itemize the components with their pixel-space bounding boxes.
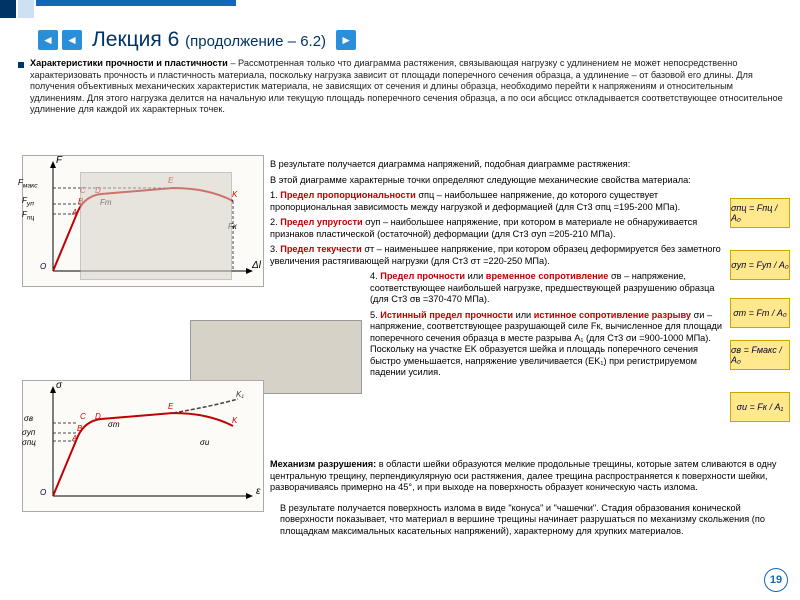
specimen-photo-1 (80, 172, 232, 280)
r-p3: 3. Предел текучести σт – наименьшее напр… (270, 244, 722, 267)
mech-p2: В результате получается поверхность изло… (270, 503, 788, 538)
right-column: В результате получается диаграмма напряж… (270, 155, 722, 383)
header-accent (0, 0, 260, 18)
prev-button[interactable]: ◄ (38, 30, 58, 50)
chart1-K: K (232, 190, 237, 199)
bullet-icon (18, 62, 24, 68)
formula-5: σи = Fк / A₁ (730, 392, 790, 422)
chart1-y-axis: F (56, 155, 62, 166)
next-button[interactable]: ► (336, 30, 356, 50)
chart2-C: C (80, 412, 86, 421)
formula-4: σв = Fмакс / A₀ (730, 340, 790, 370)
chart2-sv: σв (24, 414, 33, 423)
chart2-y-axis: σ (56, 380, 62, 391)
formula-1: σпц = Fпц / A₀ (730, 198, 790, 228)
chart2-spc: σпц (22, 438, 36, 447)
chart2-D: D (95, 412, 101, 421)
chart2-sup: σуп (22, 428, 35, 437)
chart2-E: E (168, 402, 173, 411)
prev-button-2[interactable]: ◄ (62, 30, 82, 50)
chart1-fup: Fуп (22, 196, 34, 208)
title-sub: (продолжение – 6.2) (185, 33, 326, 50)
r-p4: 4. Предел прочности или временное сопрот… (270, 271, 722, 306)
r-p2: 2. Предел упругости σуп – наибольшее нап… (270, 217, 722, 240)
chart1-fmax: Fмакс (18, 178, 38, 190)
chart2-O: O (40, 488, 46, 497)
r-p5: 5. Истинный предел прочности или истинно… (270, 310, 722, 379)
intro-paragraph: Характеристики прочности и пластичности … (30, 58, 788, 116)
page-title: Лекция 6 (продолжение – 6.2) (92, 28, 326, 52)
title-main: Лекция 6 (92, 28, 179, 51)
chart2-si: σи (200, 438, 209, 447)
formula-2: σуп = Fуп / A₀ (730, 250, 790, 280)
title-row: ◄ ◄ Лекция 6 (продолжение – 6.2) ► (36, 28, 358, 52)
formula-3: σт = Fт / A₀ (730, 298, 790, 328)
r-intro2: В этой диаграмме характерные точки опред… (270, 175, 722, 187)
intro-bold: Характеристики прочности и пластичности (30, 58, 228, 68)
chart2-K: K (232, 416, 237, 425)
chart2-x-axis: ε (256, 486, 260, 497)
stress-strain-chart (22, 380, 264, 512)
mechanism-block: Механизм разрушения: в области шейки обр… (270, 450, 788, 547)
chart2-st: σт (108, 420, 120, 429)
mech-p1: Механизм разрушения: в области шейки обр… (270, 459, 788, 494)
r-p1: 1. Предел пропорциональности σпц – наибо… (270, 190, 722, 213)
chart1-x-axis: Δl (252, 260, 261, 271)
r-intro1: В результате получается диаграмма напряж… (270, 159, 722, 171)
chart2-B: B (77, 424, 82, 433)
chart1-O: O (40, 262, 46, 271)
chart2-K1: K₁ (236, 390, 244, 399)
chart1-A: A (72, 208, 77, 217)
page-number: 19 (764, 568, 788, 592)
chart1-fpc: Fпц (22, 210, 34, 222)
chart2-A: A (72, 434, 77, 443)
